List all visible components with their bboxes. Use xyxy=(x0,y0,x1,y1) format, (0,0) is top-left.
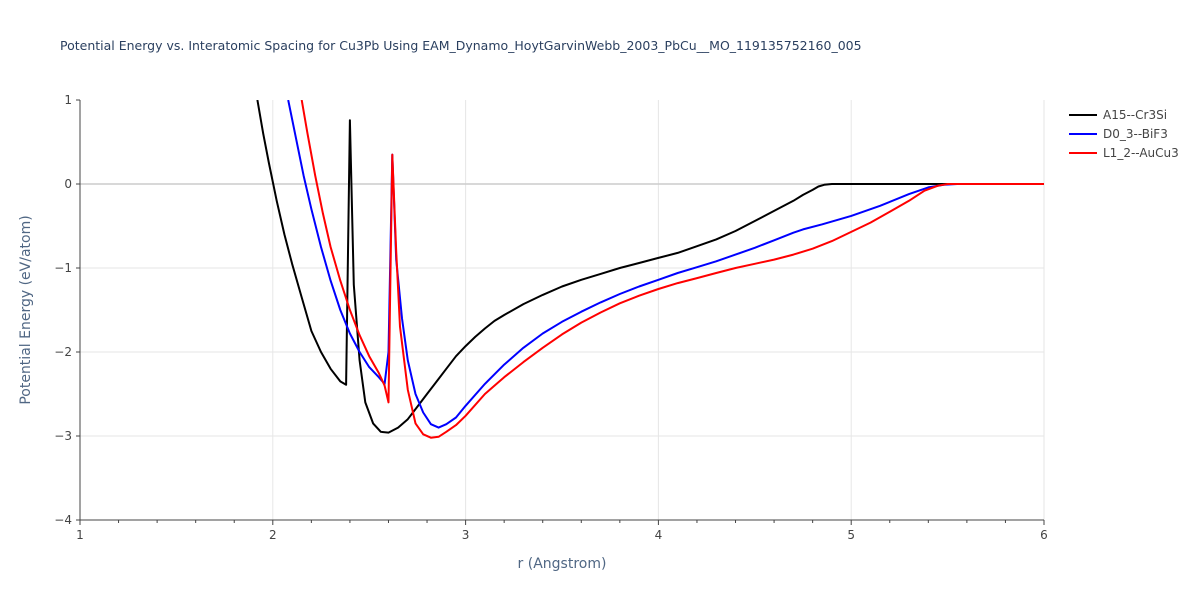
legend-label-1: D0_3--BiF3 xyxy=(1103,127,1168,141)
y-tick-label-5: −4 xyxy=(54,513,72,527)
y-tick-label-4: −3 xyxy=(54,429,72,443)
legend-label-0: A15--Cr3Si xyxy=(1103,108,1167,122)
y-tick-label-2: −1 xyxy=(54,261,72,275)
x-tick-label-5: 6 xyxy=(1040,528,1048,542)
y-tick-label-0: 1 xyxy=(64,93,72,107)
series-line-1 xyxy=(287,100,1044,429)
y-axis-title: Potential Energy (eV/atom) xyxy=(18,215,34,404)
x-tick-label-1: 2 xyxy=(269,528,277,542)
x-tick-label-2: 3 xyxy=(462,528,470,542)
x-tick-label-0: 1 xyxy=(76,528,84,542)
y-tick-label-1: 0 xyxy=(64,177,72,191)
legend-label-2: L1_2--AuCu3 xyxy=(1103,146,1179,160)
x-tick-label-4: 5 xyxy=(847,528,855,542)
series-line-0 xyxy=(256,100,1044,434)
series-line-2 xyxy=(300,100,1044,439)
axes: 1 2 3 4 5 6 1 0 −1 −2 −3 −4 xyxy=(54,93,1048,542)
x-tick-label-3: 4 xyxy=(655,528,663,542)
series-lines xyxy=(256,100,1044,439)
chart-title: Potential Energy vs. Interatomic Spacing… xyxy=(60,38,862,53)
x-axis-title: r (Angstrom) xyxy=(518,556,607,572)
y-tick-label-3: −2 xyxy=(54,345,72,359)
legend: A15--Cr3Si D0_3--BiF3 L1_2--AuCu3 xyxy=(1069,108,1179,160)
